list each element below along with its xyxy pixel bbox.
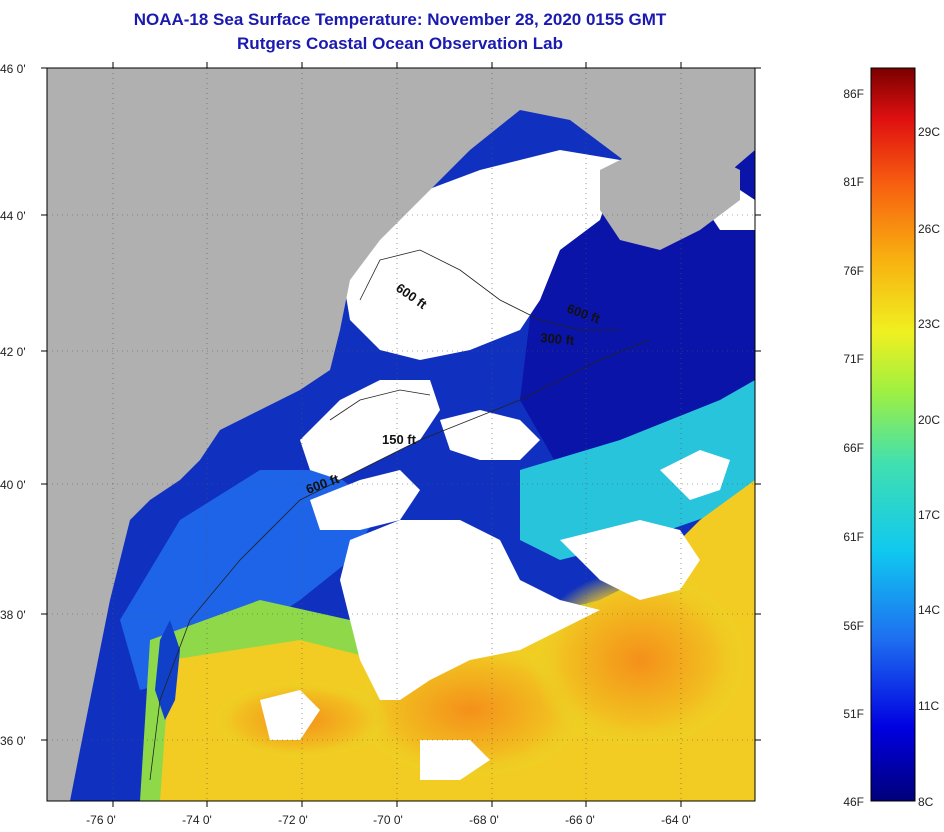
colorbar-f-66: 66F bbox=[843, 441, 864, 455]
contour-label-150ft: 150 ft bbox=[382, 432, 417, 447]
lat-label-44: 44 0' bbox=[0, 209, 26, 223]
colorbar-c-23: 23C bbox=[918, 317, 940, 331]
axis-ticks bbox=[41, 62, 761, 807]
contour-label-300ft: 300 ft bbox=[540, 330, 576, 348]
colorbar-f-86: 86F bbox=[843, 87, 864, 101]
nova-scotia-land bbox=[600, 150, 740, 250]
celsius-labels: 29C 26C 23C 20C 17C 14C 11C 8C bbox=[918, 125, 940, 809]
lon-label-74: -74 0' bbox=[182, 813, 212, 827]
sst-map-panel: 600 ft 600 ft 300 ft 150 ft 600 ft bbox=[47, 68, 755, 801]
lon-label-72: -72 0' bbox=[278, 813, 308, 827]
colorbar-f-76: 76F bbox=[843, 264, 864, 278]
lat-label-38: 38 0' bbox=[0, 608, 26, 622]
lon-label-66: -66 0' bbox=[565, 813, 595, 827]
colorbar-f-46: 46F bbox=[843, 795, 864, 809]
colorbar-f-71: 71F bbox=[843, 352, 864, 366]
chesapeake-bay bbox=[155, 620, 180, 720]
latitude-labels: 46 0' 44 0' 42 0' 40 0' 38 0' 36 0' bbox=[0, 62, 26, 748]
colorbar-f-61: 61F bbox=[843, 530, 864, 544]
bathymetry-contours bbox=[149, 249, 651, 781]
colorbar-f-51: 51F bbox=[843, 707, 864, 721]
lon-label-70: -70 0' bbox=[373, 813, 403, 827]
colorbar-c-29: 29C bbox=[918, 125, 940, 139]
colorbar-f-56: 56F bbox=[843, 619, 864, 633]
colorbar-f-81: 81F bbox=[843, 175, 864, 189]
land-mass bbox=[47, 68, 755, 801]
cyan-sst-band bbox=[520, 380, 755, 560]
lat-label-40: 40 0' bbox=[0, 478, 26, 492]
colorbar-c-8: 8C bbox=[918, 795, 934, 809]
lon-label-76: -76 0' bbox=[86, 813, 116, 827]
map-subtitle: Rutgers Coastal Ocean Observation Lab bbox=[237, 34, 563, 53]
colorbar-c-11: 11C bbox=[918, 699, 939, 713]
colorbar-c-17: 17C bbox=[918, 508, 940, 522]
colorbar-c-20: 20C bbox=[918, 413, 940, 427]
colorbar-c-26: 26C bbox=[918, 222, 940, 236]
graticule bbox=[47, 68, 755, 801]
fahrenheit-labels: 86F 81F 76F 71F 66F 61F 56F 51F 46F bbox=[843, 87, 864, 809]
temperature-colorbar bbox=[870, 67, 916, 802]
map-title: NOAA-18 Sea Surface Temperature: Novembe… bbox=[133, 10, 667, 29]
lat-label-46: 46 0' bbox=[0, 62, 26, 76]
lat-label-42: 42 0' bbox=[0, 345, 26, 359]
colorbar-c-14: 14C bbox=[918, 603, 940, 617]
lon-label-64: -64 0' bbox=[661, 813, 691, 827]
map-frame bbox=[46, 67, 756, 802]
lon-label-68: -68 0' bbox=[469, 813, 499, 827]
longitude-labels: -76 0' -74 0' -72 0' -70 0' -68 0' -66 0… bbox=[86, 813, 691, 827]
lat-label-36: 36 0' bbox=[0, 734, 26, 748]
